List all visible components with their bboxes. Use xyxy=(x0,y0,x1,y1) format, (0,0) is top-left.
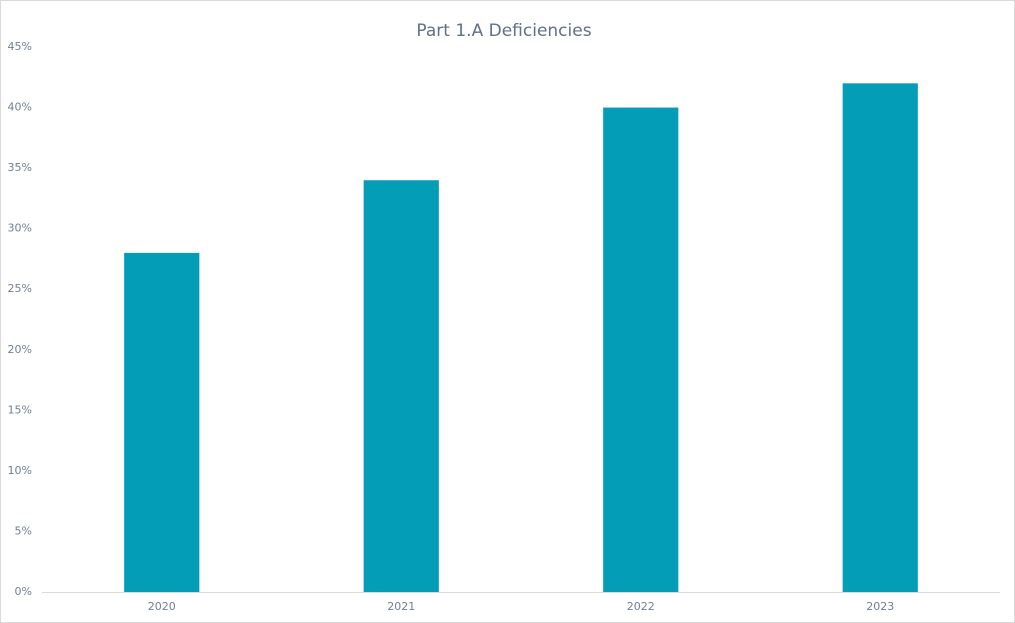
y-tick-label: 40% xyxy=(8,101,32,114)
bar xyxy=(363,180,439,592)
x-tick-label: 2021 xyxy=(387,600,415,613)
y-tick-label: 30% xyxy=(8,222,32,235)
bar xyxy=(842,83,918,592)
x-tick-label: 2020 xyxy=(148,600,176,613)
y-tick-label: 20% xyxy=(8,343,32,356)
chart-title: Part 1.A Deficiencies xyxy=(416,21,591,41)
bar xyxy=(603,107,679,593)
y-tick-label: 15% xyxy=(8,403,32,416)
y-tick-label: 25% xyxy=(8,282,32,295)
y-tick-label: 10% xyxy=(8,464,32,477)
bar xyxy=(124,252,200,592)
x-tick-label: 2023 xyxy=(866,600,894,613)
x-tick-label: 2022 xyxy=(627,600,655,613)
y-tick-label: 35% xyxy=(8,161,32,174)
y-tick-label: 0% xyxy=(15,585,32,598)
y-tick-label: 45% xyxy=(8,40,32,53)
y-tick-label: 5% xyxy=(15,524,32,537)
